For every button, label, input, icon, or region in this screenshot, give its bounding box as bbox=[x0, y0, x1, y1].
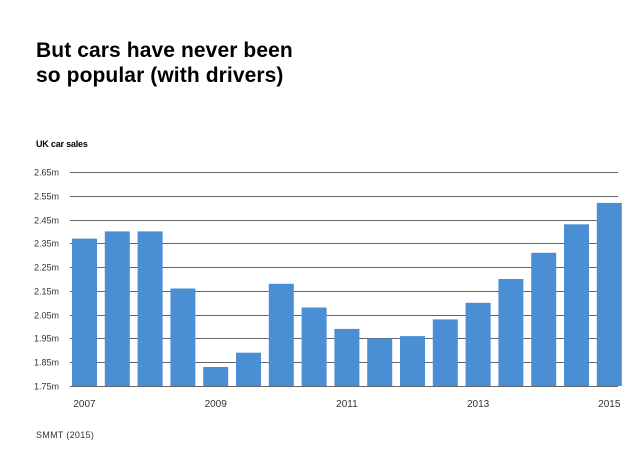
bar bbox=[334, 328, 360, 386]
y-tick-label: 1.95m bbox=[34, 334, 59, 344]
y-tick-label: 1.75m bbox=[34, 382, 59, 392]
x-tick-label: 2009 bbox=[205, 399, 228, 410]
y-tick-label: 2.05m bbox=[34, 311, 59, 321]
y-tick-label: 2.25m bbox=[34, 263, 59, 273]
y-tick-label: 2.65m bbox=[34, 168, 59, 178]
y-tick-label: 2.15m bbox=[34, 287, 59, 297]
chart-title-line-2: so popular (with drivers) bbox=[36, 64, 284, 87]
chart-title-line-1: But cars have never been bbox=[36, 39, 293, 62]
bar bbox=[268, 283, 294, 386]
bar bbox=[465, 302, 491, 386]
y-tick-label: 2.55m bbox=[34, 192, 59, 202]
bar bbox=[104, 231, 130, 386]
bar bbox=[596, 202, 622, 386]
y-axis-labels: 1.75m 1.85m 1.95m 2.05m 2.15m 2.25m 2.35m 2.45m… bbox=[34, 168, 59, 392]
bar bbox=[564, 224, 589, 386]
bar bbox=[203, 367, 229, 386]
bar bbox=[301, 307, 327, 386]
y-tick-label: 2.35m bbox=[34, 239, 59, 249]
bar bbox=[531, 252, 557, 386]
source-note: SMMT (2015) bbox=[36, 430, 95, 440]
x-tick-label: 2011 bbox=[336, 399, 358, 410]
bar bbox=[137, 231, 163, 386]
x-tick-label: 2015 bbox=[598, 399, 621, 410]
bar bbox=[367, 338, 393, 386]
bar bbox=[170, 288, 196, 386]
x-tick-label: 2007 bbox=[73, 399, 96, 410]
bar bbox=[236, 352, 261, 386]
x-tick-label: 2013 bbox=[467, 399, 490, 410]
y-tick-label: 1.85m bbox=[34, 358, 59, 368]
bar bbox=[72, 238, 97, 386]
chart-title: But cars have never been so popular (wit… bbox=[36, 38, 456, 88]
bars bbox=[72, 202, 622, 386]
x-axis-labels: 2007 2009 2011 2013 2015 bbox=[73, 399, 620, 410]
bar bbox=[432, 319, 458, 386]
bar bbox=[400, 336, 425, 386]
y-tick-label: 2.45m bbox=[34, 216, 59, 226]
chart-subtitle: UK car sales bbox=[36, 139, 88, 149]
bar bbox=[498, 279, 524, 386]
